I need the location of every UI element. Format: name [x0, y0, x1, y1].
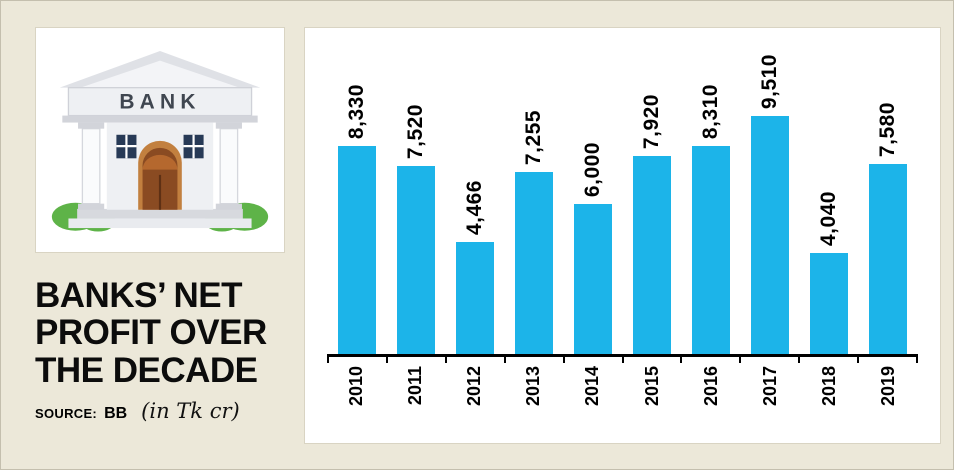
axis-tick [327, 357, 388, 363]
year-column: 2013 [504, 366, 563, 424]
axis-tick [447, 357, 506, 363]
bar-column: 7,920 [622, 42, 681, 354]
year-column: 2011 [386, 366, 445, 424]
bar-value-label: 6,000 [580, 141, 604, 197]
x-axis-line [327, 354, 918, 357]
year-column: 2014 [563, 366, 622, 424]
bank-building-icon: BANK [51, 51, 269, 232]
bar-column: 4,466 [445, 42, 504, 354]
bar-value-label: 7,920 [640, 93, 664, 149]
year-label: 2010 [346, 366, 367, 407]
bar-column: 9,510 [741, 42, 800, 354]
year-label: 2018 [818, 366, 839, 407]
source-label: SOURCE: [35, 406, 98, 422]
bar [633, 156, 672, 354]
year-column: 2015 [622, 366, 681, 424]
bar-value-label: 7,255 [521, 109, 545, 165]
axis-tick [506, 357, 565, 363]
bar [455, 242, 494, 354]
axis-tick [624, 357, 683, 363]
year-label: 2014 [582, 366, 603, 407]
bar [573, 204, 612, 354]
bar-column: 4,040 [800, 42, 859, 354]
bar [337, 146, 376, 354]
axis-tick [800, 357, 860, 363]
bar-column: 7,520 [386, 42, 445, 354]
axis-tick [388, 357, 447, 363]
bar [869, 164, 908, 354]
bank-illustration-box: BANK [35, 27, 285, 253]
year-label: 2013 [523, 366, 544, 407]
year-label: 2011 [405, 366, 426, 406]
title-line-2: PROFIT OVER [35, 313, 267, 353]
title-line-3: THE DECADE [35, 350, 258, 390]
bar-value-label: 7,520 [403, 103, 427, 159]
bar-value-label: 7,580 [876, 101, 900, 157]
year-label: 2019 [877, 366, 898, 407]
bar [810, 253, 849, 354]
axis-tick [682, 357, 742, 363]
bar [396, 166, 435, 354]
bar [514, 172, 553, 354]
infographic-title: BANKS’ NET PROFIT OVER THE DECADE [35, 276, 287, 390]
axis-tick [859, 357, 919, 363]
bar-column: 7,255 [504, 42, 563, 354]
axis-tick [741, 357, 801, 363]
year-column: 2017 [741, 366, 800, 424]
source-value: BB [104, 405, 128, 423]
left-panel: BANK [35, 27, 287, 423]
bar [751, 116, 790, 354]
year-column: 2019 [859, 366, 918, 424]
x-axis-labels: 2010 2011 2012 2013 2014 2015 2016 2017 2018 2019 [327, 366, 918, 424]
unit-note: (in Tk cr) [141, 399, 240, 424]
bar-chart-panel: 8,330 7,520 4,466 7,255 6,000 7,920 8,310 9,510… [304, 27, 941, 444]
bar-value-label: 4,466 [462, 179, 486, 235]
source-row: SOURCE: BB (in Tk cr) [35, 399, 287, 423]
year-label: 2015 [641, 366, 662, 407]
year-label: 2012 [464, 366, 485, 407]
year-column: 2018 [800, 366, 859, 424]
bank-sign-text: BANK [119, 91, 200, 114]
bar-column: 8,330 [327, 42, 386, 354]
bar-column: 7,580 [859, 42, 918, 354]
bars-area: 8,330 7,520 4,466 7,255 6,000 7,920 8,310 9,510… [327, 42, 918, 354]
bar-value-label: 8,310 [699, 83, 723, 139]
bar-column: 6,000 [563, 42, 622, 354]
title-line-1: BANKS’ NET [35, 276, 242, 315]
bar-value-label: 9,510 [758, 53, 782, 109]
year-column: 2012 [445, 366, 504, 424]
year-column: 2010 [327, 366, 386, 424]
bar-value-label: 8,330 [344, 83, 368, 139]
year-column: 2016 [682, 366, 741, 424]
year-label: 2017 [759, 366, 780, 407]
axis-ticks [327, 357, 919, 363]
year-label: 2016 [700, 366, 721, 407]
bar [692, 146, 731, 354]
axis-tick [565, 357, 624, 363]
bar-value-label: 4,040 [817, 190, 841, 246]
bar-column: 8,310 [682, 42, 741, 354]
